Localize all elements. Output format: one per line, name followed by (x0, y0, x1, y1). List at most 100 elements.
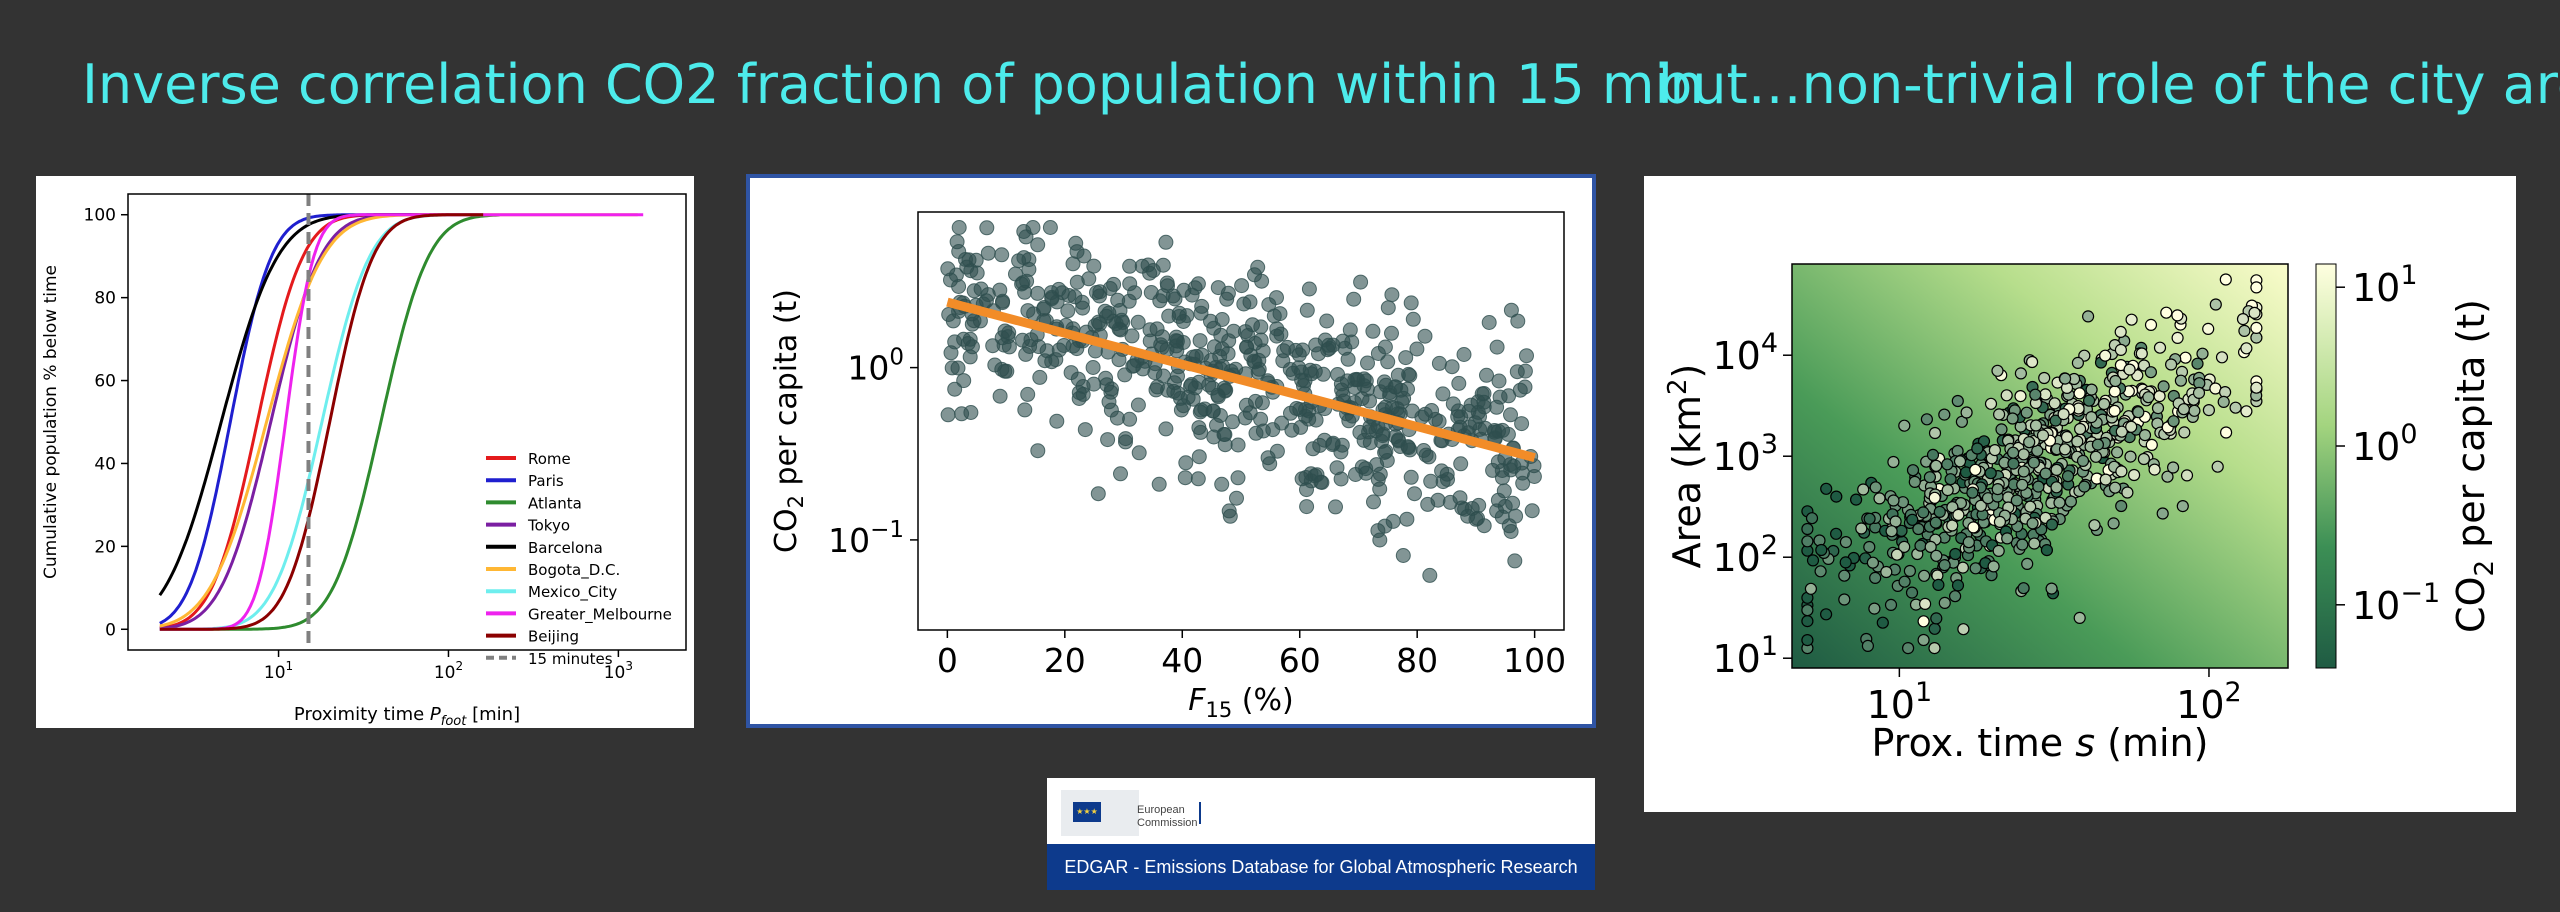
scatter-point (1424, 403, 1440, 418)
scatter-point (1344, 334, 1360, 350)
y-tick-label: 101 (1712, 631, 1778, 681)
scatter-point (980, 245, 996, 261)
scatter-point (1944, 473, 1957, 486)
scatter-point (2039, 388, 2052, 401)
scatter-point (2089, 450, 2102, 463)
source-caption: EDGAR - Emissions Database for Global At… (1047, 844, 1595, 890)
scatter-point (1293, 419, 1309, 435)
legend-label: Atlanta (528, 494, 582, 512)
scatter-point (1032, 369, 1048, 385)
scatter-point (1011, 253, 1027, 269)
scatter-point (2156, 507, 2169, 520)
scatter-point (2085, 411, 2098, 424)
scatter-point (2144, 366, 2157, 379)
scatter-point (1933, 505, 1946, 518)
scatter-point (1401, 366, 1417, 382)
scatter-point (1380, 354, 1396, 370)
scatter-point (1839, 556, 1852, 569)
scatter-point (2076, 454, 2090, 467)
slide-title-left: Inverse correlation CO2 fraction of popu… (82, 53, 1704, 116)
series-line-mexico-city (159, 213, 484, 631)
scatter-point (2166, 461, 2180, 474)
scatter-point (2057, 408, 2070, 421)
y-axis-label: Cumulative population % below time (41, 265, 61, 579)
y-tick-label: 100 (847, 345, 904, 388)
scatter-point (2202, 322, 2215, 335)
scatter-point (1019, 273, 1035, 289)
series-line-rome (159, 213, 479, 630)
scatter-point (2137, 452, 2150, 466)
scatter-point (2160, 306, 2173, 319)
scatter-point (1489, 503, 1505, 519)
scatter-point (992, 282, 1008, 298)
scatter-point (1090, 486, 1106, 502)
scatter-point (1091, 314, 1106, 330)
scatter-point (1885, 525, 1898, 538)
scatter-point (1930, 612, 1943, 625)
scatter-point (1930, 459, 1943, 472)
series-line-greater-melbourne (159, 213, 644, 631)
x-tick-label: 102 (434, 659, 463, 683)
scatter-point (1924, 540, 1937, 553)
scatter-point (1069, 274, 1085, 290)
legend-label: Rome (528, 450, 571, 468)
scatter-point (1863, 512, 1876, 525)
scatter-point (2161, 470, 2174, 483)
scatter-point (1158, 234, 1174, 250)
scatter-point (1238, 397, 1254, 413)
scatter-point (1507, 553, 1523, 569)
scatter-point (2138, 429, 2152, 442)
scatter-point (1384, 325, 1399, 341)
scatter-point (2053, 496, 2066, 509)
scatter-point (1951, 394, 1964, 408)
scatter-point (1967, 521, 1980, 534)
legend-label: Beijing (528, 628, 579, 646)
scatter-point (1142, 265, 1158, 281)
scatter-point (1898, 419, 1911, 432)
x-tick-label: 101 (1867, 677, 1933, 727)
scatter-point (2250, 321, 2263, 334)
scatter-point (2250, 281, 2263, 294)
scatter-point (1346, 291, 1362, 307)
scatter-point (1514, 416, 1530, 432)
scatter-point (1987, 560, 2000, 573)
scatter-point (2191, 357, 2204, 370)
scatter-point (2115, 499, 2128, 513)
scatter-point (1926, 448, 1940, 461)
scatter-point (2026, 355, 2039, 369)
scatter-point (2038, 371, 2051, 385)
scatter-point (1370, 471, 1386, 487)
scatter-point (1453, 456, 1469, 472)
scatter-point (1118, 431, 1134, 447)
scatter-point (1122, 411, 1138, 427)
scatter-point (1941, 484, 1954, 497)
scatter-point (1104, 381, 1119, 397)
series-line-tokyo (159, 213, 474, 630)
scatter-point (1501, 518, 1517, 534)
scatter-point (1173, 390, 1188, 406)
scatter-point (1866, 556, 1879, 569)
scatter-point (1203, 313, 1218, 329)
scatter-point (2021, 557, 2034, 570)
scatter-point (2240, 342, 2253, 355)
scatter-point (1097, 303, 1113, 319)
scatter-point (1100, 432, 1116, 448)
scatter-point (2099, 473, 2112, 486)
scatter-point (1017, 402, 1033, 418)
scatter-point (1154, 329, 1170, 345)
scatter-point (1242, 294, 1258, 310)
scatter-point (1191, 420, 1207, 436)
scatter-point (1919, 597, 1932, 610)
scatter-point (2114, 325, 2127, 338)
scatter-point (2048, 397, 2061, 410)
scatter-point (1206, 339, 1222, 355)
scatter-point (956, 373, 972, 389)
scatter-point (1444, 359, 1460, 375)
scatter-point (2202, 404, 2216, 417)
scatter-point (1820, 482, 1833, 495)
scatter-point (1230, 437, 1246, 453)
scatter-point (1471, 497, 1487, 513)
scatter-point (1077, 422, 1093, 438)
scatter-point (2107, 517, 2120, 530)
scatter-point (1229, 490, 1244, 506)
